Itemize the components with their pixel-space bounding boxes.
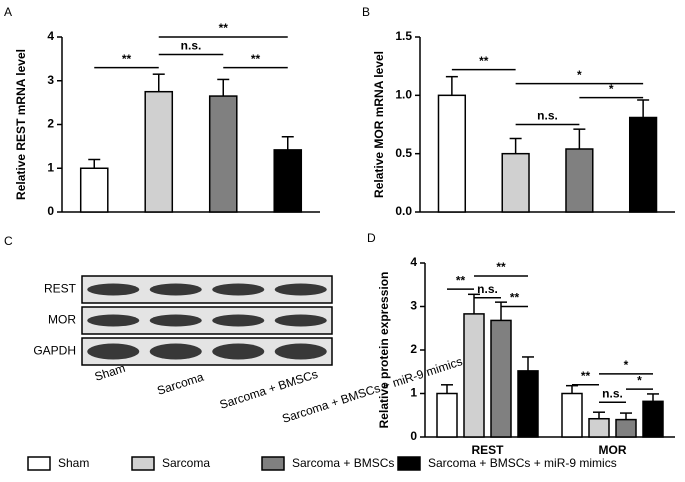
y-tick-label: 2 [47,117,54,131]
panel-letter: B [362,5,370,19]
bar [437,94,467,213]
legend-swatch [131,456,155,471]
y-axis-label: Relative MOR mRNA level [372,51,386,198]
y-tick-label: 1 [47,160,54,174]
legend-label: Sarcoma + BMSCs + miR-9 mimics [428,456,617,470]
legend-swatch [397,456,421,471]
blot-band [274,314,327,327]
y-tick-label: 1.5 [395,29,412,43]
significance-label: * [577,68,582,82]
x-tick-label: REST [471,443,504,457]
legend-swatch [261,456,285,471]
significance-label: ** [479,54,489,68]
blot-band [212,314,265,327]
significance-label: ** [456,273,466,287]
blot-band [274,343,327,360]
significance-label: ** [510,291,520,305]
blot-band [274,283,327,296]
bar [208,95,238,213]
bar [615,418,637,438]
bar [588,417,610,438]
significance-label: ** [496,260,506,274]
blot-band [87,283,140,296]
bar [436,392,458,438]
y-tick-label: 4 [47,29,54,43]
y-tick-label: 4 [410,255,417,269]
bar [79,167,109,213]
panel-letter: D [367,231,376,245]
blot-band [212,343,265,360]
blot-band [149,314,202,327]
blot-band [149,343,202,360]
significance-label: ** [251,52,261,66]
blot-band [87,314,140,327]
bar [628,116,658,213]
y-tick-label: 3 [47,73,54,87]
blot-row-label: MOR [48,313,76,327]
y-tick-label: 0 [47,204,54,218]
blot-band [87,343,140,360]
legend-label: Sarcoma + BMSCs [292,456,394,470]
legend-label: Sarcoma [162,456,210,470]
y-tick-label: 0.5 [395,146,412,160]
significance-label: ** [219,21,229,35]
bar [517,370,539,438]
blot-lane-label: Sarcoma [155,370,205,398]
significance-label: n.s. [477,282,498,296]
x-tick-label: MOR [599,443,627,457]
y-tick-label: 1.0 [395,88,412,102]
panel-letter: C [4,234,13,248]
y-axis-label: Relative REST mRNA level [14,49,28,200]
bar [642,400,664,438]
y-tick-label: 3 [410,299,417,313]
bar [501,152,530,213]
significance-label: n.s. [537,109,558,123]
bar [144,90,174,213]
bar [463,313,485,438]
significance-label: ** [122,52,132,66]
bar [273,149,303,213]
significance-label: n.s. [602,386,623,400]
significance-label: * [609,82,614,96]
legend-label: Sham [58,456,89,470]
significance-label: * [624,358,629,372]
y-tick-label: 0.0 [395,204,412,218]
y-axis-label: Relative protein expression [377,272,391,429]
legend-swatch [27,456,51,471]
bar [561,392,583,438]
significance-label: * [637,373,642,387]
significance-label: ** [581,369,591,383]
y-tick-label: 1 [410,386,417,400]
blot-band [149,283,202,296]
blot-row-label: REST [44,282,77,296]
y-tick-label: 2 [410,342,417,356]
bar [490,319,512,438]
blot-row-label: GAPDH [33,344,76,358]
blot-band [212,283,265,296]
bar [565,148,594,213]
y-tick-label: 0 [410,429,417,443]
significance-label: n.s. [181,39,202,53]
panel-letter: A [4,5,12,19]
